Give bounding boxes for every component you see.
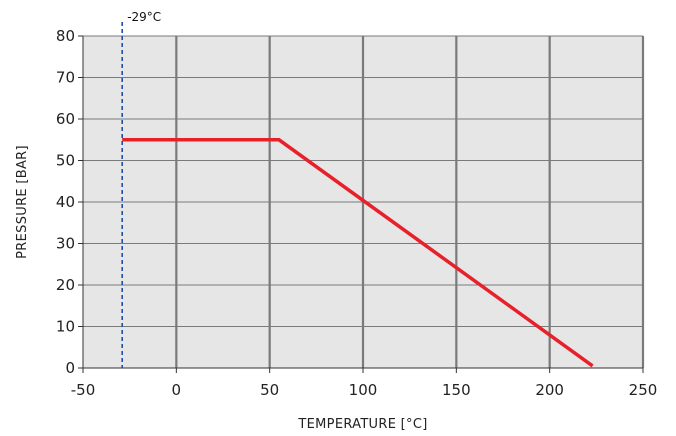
x-tick-label-200: 200 [535, 381, 564, 399]
y-axis-title: PRESSURE [BAR] [15, 145, 30, 259]
y-tick-label-40: 40 [56, 193, 75, 211]
annotations: -29°C [121, 10, 161, 368]
reference-line-label-0: -29°C [127, 10, 161, 24]
y-tick-label-50: 50 [56, 152, 75, 170]
x-tick-label--50: -50 [71, 381, 96, 399]
tick-labels: 0 10 20 30 40 50 60 70 80 -50 0 50 100 150 200 250 [56, 27, 657, 399]
y-tick-label-10: 10 [56, 318, 75, 336]
y-tick-label-80: 80 [56, 27, 75, 45]
data-series [122, 138, 594, 368]
y-tick-label-0: 0 [65, 359, 75, 377]
x-tick-label-150: 150 [442, 381, 471, 399]
x-tick-label-100: 100 [349, 381, 378, 399]
x-tick-label-0: 0 [172, 381, 182, 399]
x-axis-title: TEMPERATURE [°C] [297, 417, 427, 432]
y-tick-label-60: 60 [56, 110, 75, 128]
axes [78, 35, 644, 373]
x-tick-label-50: 50 [260, 381, 279, 399]
x-tick-label-250: 250 [629, 381, 658, 399]
y-tick-label-70: 70 [56, 69, 75, 87]
y-tick-label-20: 20 [56, 276, 75, 294]
series-line-0 [122, 138, 594, 368]
y-tick-label-30: 30 [56, 235, 75, 253]
